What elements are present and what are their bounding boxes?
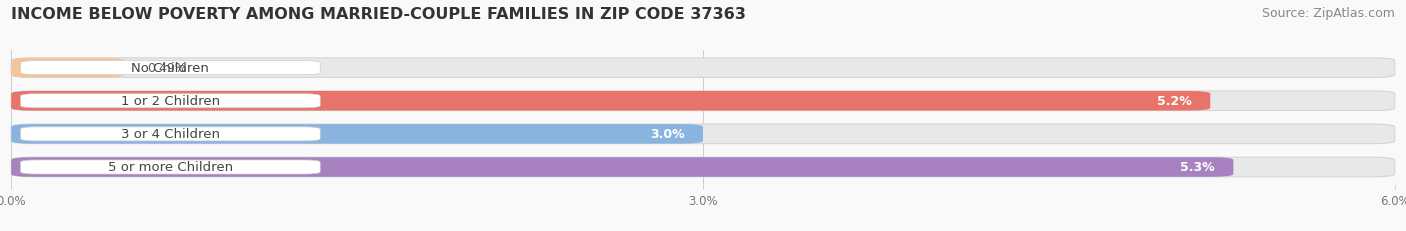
Text: 5.2%: 5.2% [1157,95,1192,108]
FancyBboxPatch shape [11,91,1395,111]
FancyBboxPatch shape [11,158,1233,177]
Text: Source: ZipAtlas.com: Source: ZipAtlas.com [1261,7,1395,20]
Text: 1 or 2 Children: 1 or 2 Children [121,95,219,108]
Text: 5.3%: 5.3% [1180,161,1215,174]
FancyBboxPatch shape [11,59,1395,78]
FancyBboxPatch shape [21,160,321,174]
FancyBboxPatch shape [11,91,1211,111]
Text: 5 or more Children: 5 or more Children [108,161,233,174]
Text: INCOME BELOW POVERTY AMONG MARRIED-COUPLE FAMILIES IN ZIP CODE 37363: INCOME BELOW POVERTY AMONG MARRIED-COUPL… [11,7,747,22]
Text: 3 or 4 Children: 3 or 4 Children [121,128,219,141]
FancyBboxPatch shape [11,125,703,144]
FancyBboxPatch shape [11,125,1395,144]
Text: No Children: No Children [131,62,209,75]
Text: 0.49%: 0.49% [148,62,187,75]
Text: 3.0%: 3.0% [650,128,685,141]
FancyBboxPatch shape [21,61,321,75]
FancyBboxPatch shape [11,158,1395,177]
FancyBboxPatch shape [11,59,124,78]
FancyBboxPatch shape [21,127,321,141]
FancyBboxPatch shape [21,94,321,108]
